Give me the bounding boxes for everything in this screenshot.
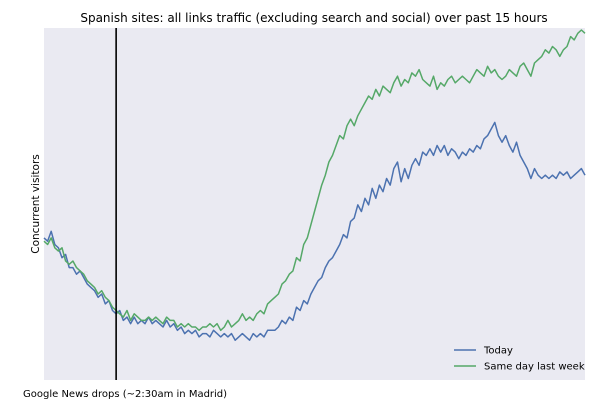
chart-title: Spanish sites: all links traffic (exclud… xyxy=(80,11,547,25)
legend: Today Same day last week xyxy=(454,346,585,373)
annotation-label: Google News drops (~2:30am in Madrid) xyxy=(23,389,227,400)
y-axis-label: Concurrent visitors xyxy=(30,154,42,253)
series-line-2 xyxy=(43,29,586,332)
legend-label-1: Today xyxy=(483,346,513,357)
series-line-1 xyxy=(43,121,586,341)
plot-area xyxy=(44,28,585,380)
legend-label-2: Same day last week xyxy=(484,362,585,373)
